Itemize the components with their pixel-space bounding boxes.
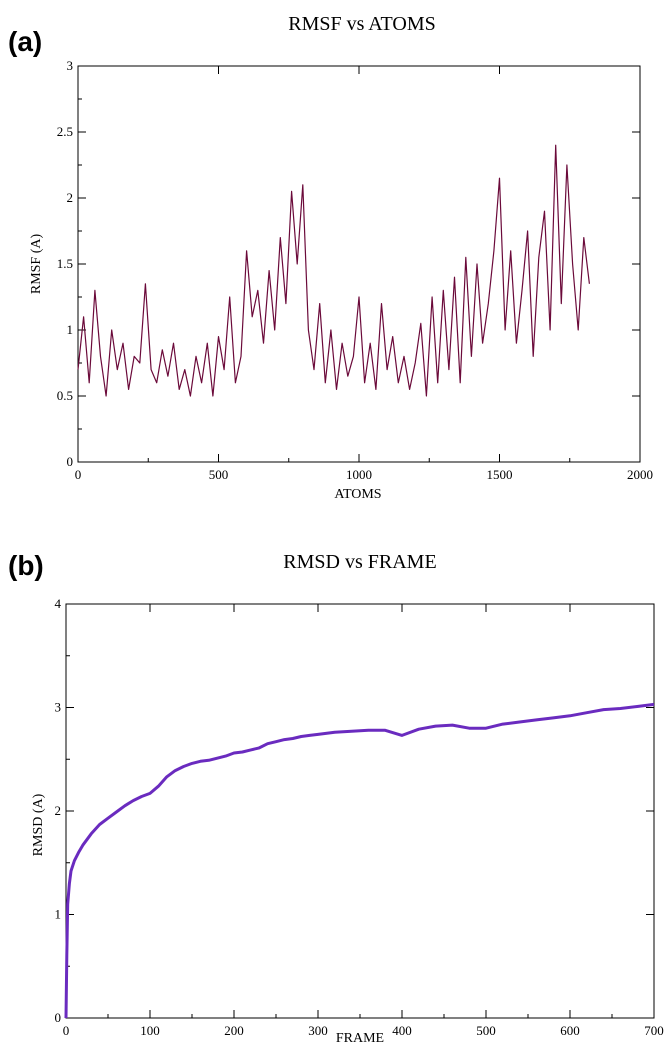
y-tick-label: 1 xyxy=(67,322,74,337)
series-line xyxy=(77,144,590,397)
y-tick-label: 4 xyxy=(55,596,62,611)
x-axis-label: FRAME xyxy=(336,1031,384,1046)
plot-frame xyxy=(77,65,641,463)
x-tick-label: 600 xyxy=(560,1023,580,1038)
plot-frame xyxy=(65,603,655,1019)
y-tick-label: 0 xyxy=(55,1010,62,1025)
x-tick-label: 0 xyxy=(63,1023,70,1038)
y-tick-label: 0.5 xyxy=(57,388,73,403)
x-tick-label: 100 xyxy=(140,1023,160,1038)
y-tick-label: 1 xyxy=(55,907,62,922)
x-tick-label: 1000 xyxy=(346,467,372,482)
rmsd-chart: RMSD vs FRAME FRAME RMSD (A) 0 100 200 300 4… xyxy=(31,551,664,1046)
chart-title: RMSD vs FRAME xyxy=(283,551,436,573)
y-tick-label: 2 xyxy=(67,190,74,205)
y-tick-label: 3 xyxy=(55,700,62,715)
x-tick-label: 2000 xyxy=(627,467,653,482)
y-axis-label: RMSF (A) xyxy=(29,234,44,295)
x-tick-label: 300 xyxy=(308,1023,328,1038)
x-tick-label: 0 xyxy=(75,467,82,482)
x-tick-label: 400 xyxy=(392,1023,412,1038)
panel-label-a: (a) xyxy=(8,26,43,57)
x-tick-label: 500 xyxy=(209,467,229,482)
series-line xyxy=(64,702,655,1019)
y-tick-label: 0 xyxy=(67,454,74,469)
x-tick-label: 500 xyxy=(476,1023,496,1038)
x-tick-label: 1500 xyxy=(487,467,513,482)
y-tick-label: 3 xyxy=(67,58,74,73)
y-tick-label: 1.5 xyxy=(57,256,73,271)
x-tick-label: 700 xyxy=(644,1023,664,1038)
x-tick-label: 200 xyxy=(224,1023,244,1038)
panel-label-b: (b) xyxy=(8,550,44,581)
y-tick-label: 2.5 xyxy=(57,124,73,139)
chart-title: RMSF vs ATOMS xyxy=(288,13,435,35)
rmsf-chart: RMSF vs ATOMS ATOMS RMSF (A) 0 500 1000 150… xyxy=(29,13,653,502)
y-tick-label: 2 xyxy=(55,803,62,818)
x-axis-label: ATOMS xyxy=(334,487,381,502)
y-axis-label: RMSD (A) xyxy=(31,793,46,856)
